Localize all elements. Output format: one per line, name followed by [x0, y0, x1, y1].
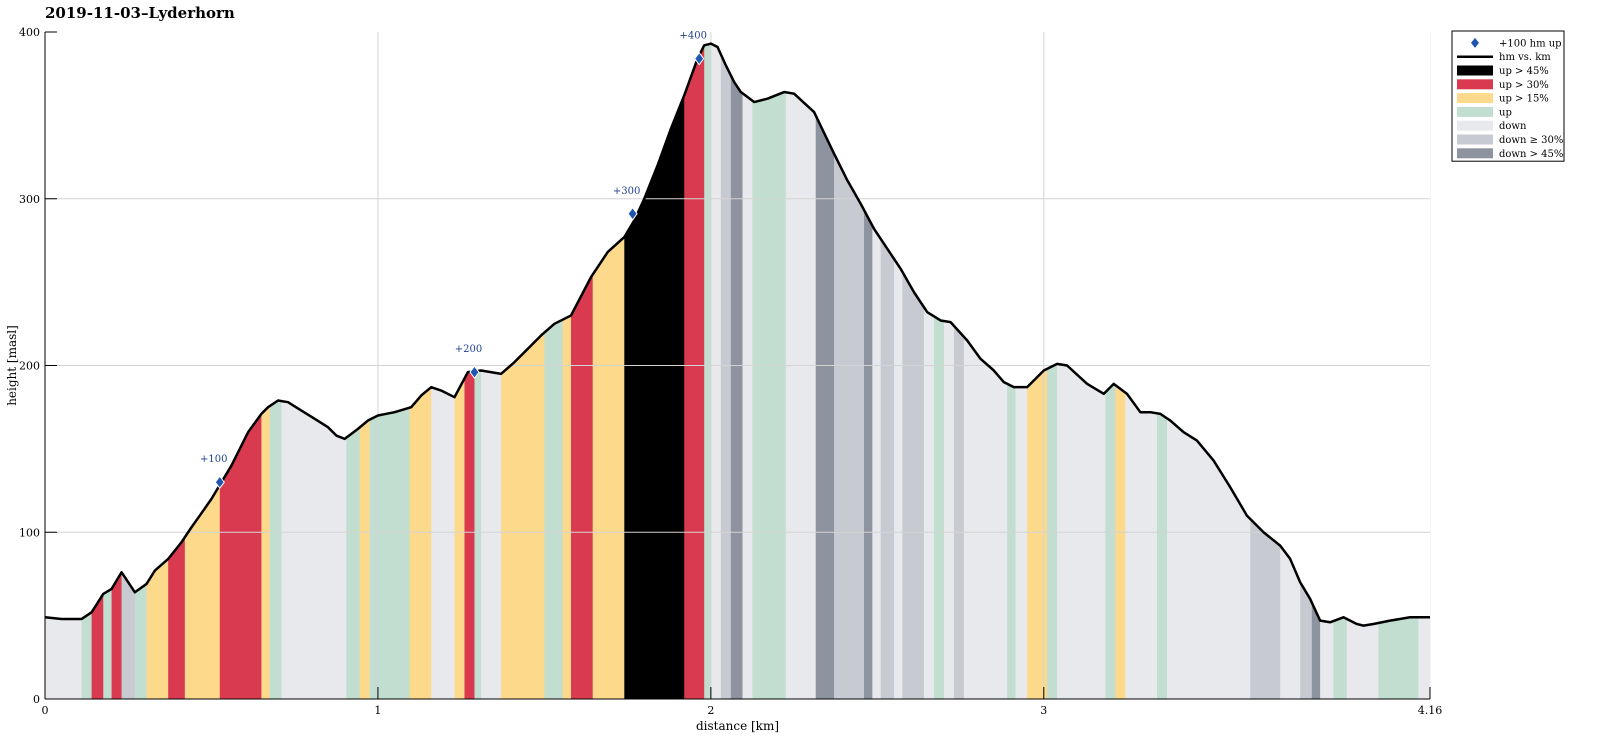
legend-label: up > 45% [1499, 66, 1549, 77]
chart-title: 2019-11-03–Lyderhorn [45, 4, 235, 22]
hm-marker-label: +100 [200, 454, 227, 465]
legend-swatch-up15 [1457, 93, 1493, 104]
x-tick-label: 4.16 [1418, 704, 1443, 717]
x-axis-label: distance [km] [696, 719, 779, 733]
y-tick-label: 400 [19, 26, 40, 39]
x-tick-label: 1 [374, 704, 381, 717]
hm-marker-label: +300 [613, 186, 640, 197]
legend-swatch-down45 [1457, 148, 1493, 159]
legend-label: down > 45% [1499, 149, 1563, 160]
legend-label: down ≥ 30% [1499, 135, 1563, 146]
legend-label: hm vs. km [1499, 52, 1551, 63]
area-above-profile-mask [45, 31, 1430, 626]
legend-label: +100 hm up [1499, 38, 1562, 49]
hm-marker-diamond [469, 365, 480, 380]
legend-label: up > 15% [1499, 94, 1549, 105]
legend: +100 hm up hm vs. km up > 45% up > 30% up > … [1451, 30, 1565, 162]
legend-label: up [1499, 107, 1512, 118]
hm-marker-diamond [694, 51, 705, 66]
y-axis-label: height [masl] [5, 325, 19, 406]
axes: 0 1 2 3 4.16 0 100 200 300 400 [19, 26, 1442, 717]
y-tick-label: 0 [33, 693, 40, 706]
hm-marker-label: +200 [455, 344, 482, 355]
y-tick-label: 100 [19, 526, 40, 539]
x-tick-label: 2 [707, 704, 714, 717]
profile-line [44, 42, 1430, 627]
y-tick-label: 300 [19, 193, 40, 206]
legend-swatch-up30 [1457, 79, 1493, 90]
x-tick-label: 0 [42, 704, 49, 717]
legend-label: down [1499, 121, 1527, 132]
hm-markers: +100 +200 +300 +400 [200, 31, 707, 490]
y-tick-label: 200 [19, 360, 40, 373]
hm-marker-label: +400 [679, 31, 706, 42]
legend-swatch-down30 [1457, 134, 1493, 145]
hm-marker-diamond [214, 475, 225, 490]
x-tick-label: 3 [1040, 704, 1047, 717]
legend-swatch-up45 [1457, 65, 1493, 76]
hm-marker-diamond [627, 206, 638, 221]
legend-swatch-up [1457, 106, 1493, 117]
legend-swatch-marker [1471, 37, 1479, 48]
legend-label: up > 30% [1499, 80, 1549, 91]
legend-swatch-down [1457, 120, 1493, 131]
